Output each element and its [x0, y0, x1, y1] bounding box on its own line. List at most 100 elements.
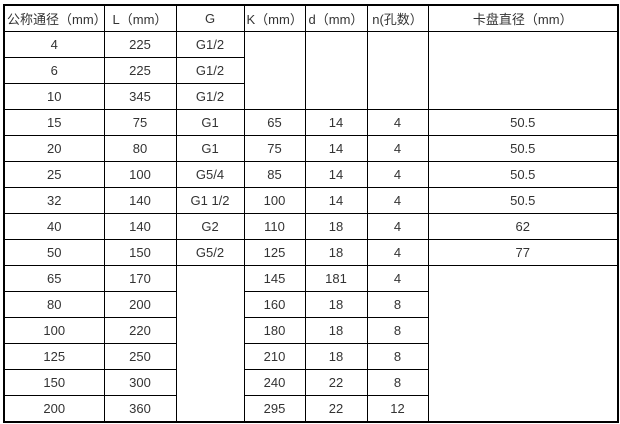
table-cell: G1 [175, 109, 245, 136]
merged-empty-cell-n [366, 31, 429, 110]
table-cell: 14 [304, 109, 368, 136]
col-header-n-holes: n(孔数） [366, 4, 429, 32]
table-cell: 75 [103, 109, 177, 136]
table-row: 125 250 210 18 8 [3, 343, 618, 370]
table-cell: G5/2 [175, 239, 245, 266]
table-cell: 150 [103, 239, 177, 266]
table-cell: 210 [243, 343, 306, 370]
table-cell: 18 [304, 291, 368, 318]
table-cell: 62 [427, 213, 619, 240]
table-row: 20 80 G1 75 14 4 50.5 [3, 135, 619, 162]
col-header-nominal-diameter: 公称通径（mm） [3, 4, 105, 32]
table-cell: 181 [304, 265, 368, 292]
table-cell: 65 [3, 265, 105, 292]
merged-empty-cell-G [175, 265, 245, 423]
table-cell: 220 [103, 317, 177, 344]
table-cell: 4 [3, 31, 105, 58]
table-cell: 8 [366, 291, 429, 318]
table-cell: G1 [175, 135, 245, 162]
col-header-L: L（mm） [103, 4, 177, 32]
table-cell: 8 [366, 317, 429, 344]
table-cell: 75 [243, 135, 306, 162]
table-cell: 6 [3, 57, 105, 84]
table-cell: 125 [243, 239, 306, 266]
table-cell: 18 [304, 213, 368, 240]
table-cell: 14 [304, 187, 368, 214]
table-cell: 40 [3, 213, 105, 240]
table-cell: 360 [103, 395, 177, 423]
table-row: 15 75 G1 65 14 4 50.5 [3, 109, 619, 136]
table-row: 6 225 G1/2 [3, 57, 618, 84]
table-cell: 18 [304, 317, 368, 344]
table-cell: 80 [3, 291, 105, 318]
table-cell: 200 [3, 395, 105, 423]
spec-table: 公称通径（mm） L（mm） G K（mm） d（mm） n(孔数） 卡盘直径（… [3, 4, 619, 423]
table-cell: 4 [366, 213, 429, 240]
table-cell: 300 [103, 369, 177, 396]
table-cell: 65 [243, 109, 306, 136]
merged-empty-cell-chuck [427, 265, 619, 423]
table-cell: 150 [3, 369, 105, 396]
table-cell: 160 [243, 291, 306, 318]
table-cell: 145 [243, 265, 306, 292]
table-cell: 180 [243, 317, 306, 344]
table-row: 25 100 G5/4 85 14 4 50.5 [3, 161, 619, 188]
table-cell: 100 [3, 317, 105, 344]
table-row: 32 140 G1 1/2 100 14 4 50.5 [3, 187, 619, 214]
table-cell: 50.5 [427, 161, 619, 188]
table-cell: 100 [103, 161, 177, 188]
table-cell: 4 [366, 109, 429, 136]
table-cell: 170 [103, 265, 177, 292]
table-cell: 225 [103, 57, 177, 84]
table-cell: 8 [366, 369, 429, 396]
table-cell: G2 [175, 213, 245, 240]
table-cell: 4 [366, 187, 429, 214]
table-cell: 80 [103, 135, 177, 162]
table-cell: 50.5 [427, 135, 619, 162]
table-cell: 18 [304, 239, 368, 266]
table-cell: G1/2 [175, 83, 245, 110]
table-row: 150 300 240 22 8 [3, 369, 618, 396]
merged-empty-cell-chuck [427, 31, 619, 110]
table-cell: 250 [103, 343, 177, 370]
table-row: 50 150 G5/2 125 18 4 77 [3, 239, 619, 266]
col-header-G: G [175, 4, 245, 32]
table-cell: 110 [243, 213, 306, 240]
table-cell: 22 [304, 395, 368, 423]
table-cell: 22 [304, 369, 368, 396]
table-cell: 345 [103, 83, 177, 110]
table-row: 80 200 160 18 8 [3, 291, 618, 318]
table-cell: 8 [366, 343, 429, 370]
table-cell: 225 [103, 31, 177, 58]
table-row: 4 225 G1/2 [3, 31, 619, 110]
table-cell: 50.5 [427, 109, 619, 136]
table-cell: 77 [427, 239, 619, 266]
table-cell: 4 [366, 239, 429, 266]
table-row: 40 140 G2 110 18 4 62 [3, 213, 619, 240]
table-cell: G5/4 [175, 161, 245, 188]
header-row: 公称通径（mm） L（mm） G K（mm） d（mm） n(孔数） 卡盘直径（… [3, 4, 619, 32]
merged-empty-cell-K [243, 31, 306, 110]
col-header-d: d（mm） [304, 4, 368, 32]
table-cell: 18 [304, 343, 368, 370]
table-cell: 140 [103, 187, 177, 214]
table-cell: 85 [243, 161, 306, 188]
table-cell: G1/2 [175, 57, 245, 84]
table-cell: 14 [304, 161, 368, 188]
table-cell: 20 [3, 135, 105, 162]
table-row: 200 360 295 22 12 [3, 395, 618, 423]
table-cell: 50.5 [427, 187, 619, 214]
col-header-K: K（mm） [243, 4, 306, 32]
table-cell: 240 [243, 369, 306, 396]
table-cell: 12 [366, 395, 429, 423]
table-cell: 4 [366, 135, 429, 162]
table-cell: 50 [3, 239, 105, 266]
table-cell: 4 [366, 265, 429, 292]
table-cell: 295 [243, 395, 306, 423]
table-row: 65 170 145 181 4 [3, 265, 619, 423]
table-cell: 100 [243, 187, 306, 214]
table-cell: 14 [304, 135, 368, 162]
table-cell: 15 [3, 109, 105, 136]
table-cell: 32 [3, 187, 105, 214]
